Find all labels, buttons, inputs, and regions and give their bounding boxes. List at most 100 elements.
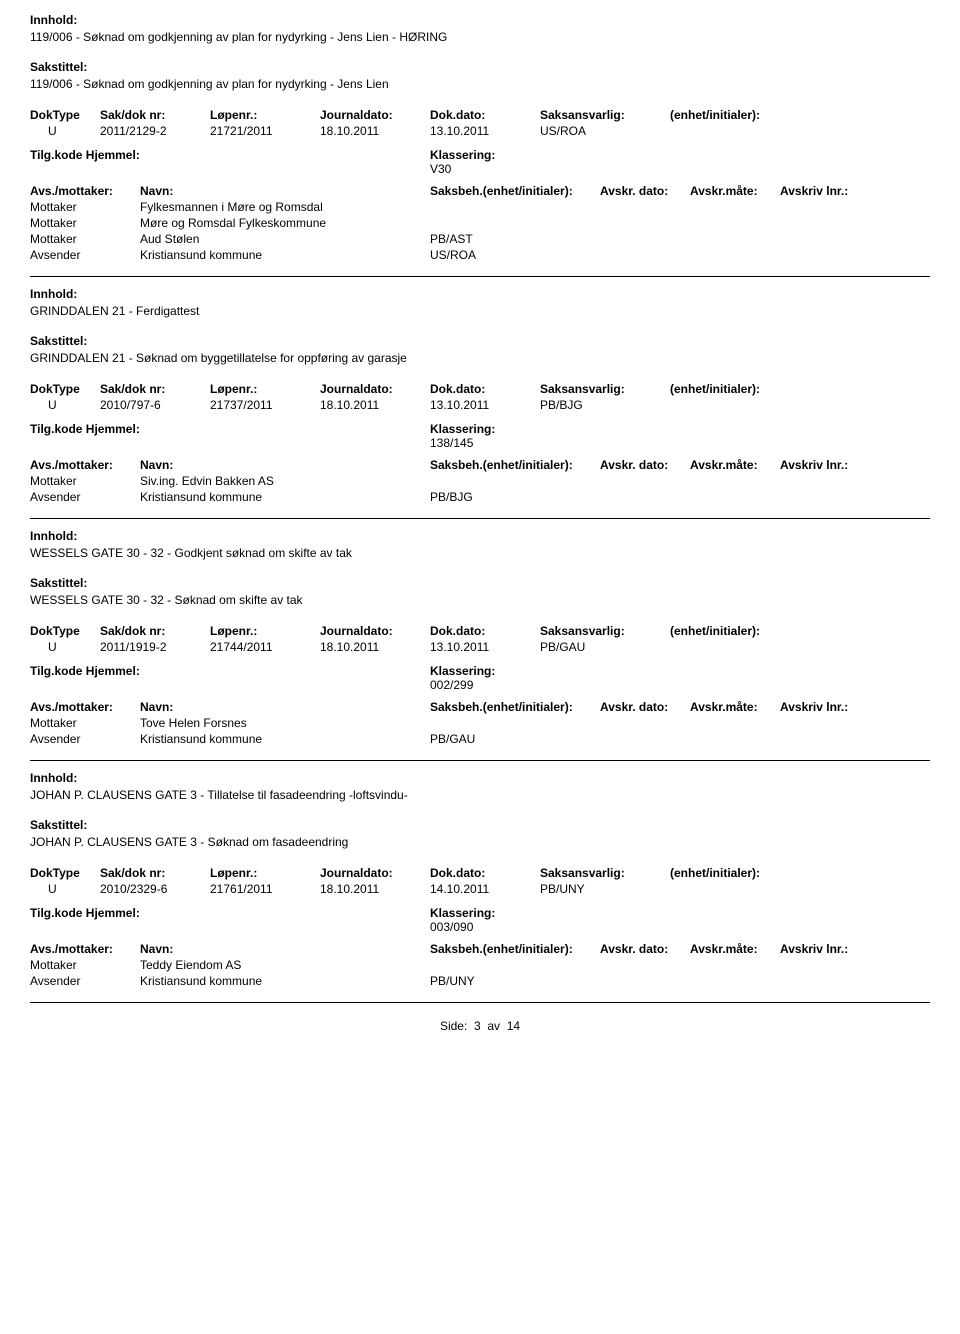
hjemmel-label: Hjemmel: <box>86 148 140 162</box>
innhold-label: Innhold: <box>30 529 930 543</box>
party-role: Mottaker <box>30 216 140 230</box>
col-sakdok-label: Sak/dok nr: <box>100 108 210 122</box>
innhold-label: Innhold: <box>30 13 930 27</box>
party-header: Avs./mottaker: Navn: Saksbeh.(enhet/init… <box>30 458 930 472</box>
columns-data: U 2011/2129-2 21721/2011 18.10.2011 13.1… <box>30 124 930 138</box>
avskrmate-label: Avskr.måte: <box>690 942 780 956</box>
sakdok-value: 2011/2129-2 <box>100 124 210 138</box>
saksbeh-label: Saksbeh.(enhet/initialer): <box>430 184 600 198</box>
journal-record: Innhold: JOHAN P. CLAUSENS GATE 3 - Till… <box>30 771 930 1003</box>
sakstittel-label: Sakstittel: <box>30 576 930 590</box>
saksansvarlig-value: PB/BJG <box>540 398 670 412</box>
saksbeh-label: Saksbeh.(enhet/initialer): <box>430 942 600 956</box>
dokdato-value: 14.10.2011 <box>430 882 540 896</box>
col-journaldato-label: Journaldato: <box>320 382 430 396</box>
hjemmel-label: Hjemmel: <box>86 664 140 678</box>
avsmottaker-label: Avs./mottaker: <box>30 700 140 714</box>
saksbeh-label: Saksbeh.(enhet/initialer): <box>430 700 600 714</box>
party-row: Mottaker Aud Stølen PB/AST <box>30 232 930 246</box>
party-code <box>430 200 600 214</box>
journal-record: Innhold: WESSELS GATE 30 - 32 - Godkjent… <box>30 529 930 761</box>
dokdato-value: 13.10.2011 <box>430 398 540 412</box>
avsmottaker-label: Avs./mottaker: <box>30 184 140 198</box>
innhold-text: GRINDDALEN 21 - Ferdigattest <box>30 304 930 318</box>
footer-av-label: av <box>487 1019 500 1033</box>
columns-header: DokType Sak/dok nr: Løpenr.: Journaldato… <box>30 866 930 880</box>
innhold-label: Innhold: <box>30 287 930 301</box>
col-lopenr-label: Løpenr.: <box>210 624 320 638</box>
columns-data: U 2011/1919-2 21744/2011 18.10.2011 13.1… <box>30 640 930 654</box>
dokdato-value: 13.10.2011 <box>430 640 540 654</box>
navn-label: Navn: <box>140 700 430 714</box>
col-journaldato-label: Journaldato: <box>320 866 430 880</box>
klassering-value: 138/145 <box>430 436 930 450</box>
avskrivlnr-label: Avskriv lnr.: <box>780 942 848 956</box>
col-doktype-label: DokType <box>30 108 100 122</box>
avskrivlnr-label: Avskriv lnr.: <box>780 700 848 714</box>
klassering-value: 003/090 <box>430 920 930 934</box>
lopenr-value: 21721/2011 <box>210 124 320 138</box>
journaldato-value: 18.10.2011 <box>320 124 430 138</box>
party-name: Fylkesmannen i Møre og Romsdal <box>140 200 430 214</box>
col-lopenr-label: Løpenr.: <box>210 108 320 122</box>
avskrmate-label: Avskr.måte: <box>690 184 780 198</box>
enhet-value <box>670 882 820 896</box>
party-role: Avsender <box>30 248 140 262</box>
avskrmate-label: Avskr.måte: <box>690 458 780 472</box>
klassering-label: Klassering: <box>430 664 930 678</box>
tilgkode-label: Tilg.kode <box>30 148 82 162</box>
innhold-text: 119/006 - Søknad om godkjenning av plan … <box>30 30 930 44</box>
doktype-value: U <box>30 124 100 138</box>
col-dokdato-label: Dok.dato: <box>430 624 540 638</box>
dokdato-value: 13.10.2011 <box>430 124 540 138</box>
journaldato-value: 18.10.2011 <box>320 398 430 412</box>
party-name: Kristiansund kommune <box>140 248 430 262</box>
avskrdato-label: Avskr. dato: <box>600 942 690 956</box>
lopenr-value: 21737/2011 <box>210 398 320 412</box>
col-doktype-label: DokType <box>30 866 100 880</box>
footer-side-label: Side: <box>440 1019 467 1033</box>
navn-label: Navn: <box>140 458 430 472</box>
enhet-value <box>670 124 820 138</box>
col-enhet-label: (enhet/initialer): <box>670 866 820 880</box>
doktype-value: U <box>30 882 100 896</box>
party-role: Mottaker <box>30 200 140 214</box>
party-name: Møre og Romsdal Fylkeskommune <box>140 216 430 230</box>
navn-label: Navn: <box>140 942 430 956</box>
col-lopenr-label: Løpenr.: <box>210 866 320 880</box>
sakstittel-text: WESSELS GATE 30 - 32 - Søknad om skifte … <box>30 593 930 607</box>
party-header: Avs./mottaker: Navn: Saksbeh.(enhet/init… <box>30 942 930 956</box>
col-sakdok-label: Sak/dok nr: <box>100 382 210 396</box>
columns-data: U 2010/2329-6 21761/2011 18.10.2011 14.1… <box>30 882 930 896</box>
navn-label: Navn: <box>140 184 430 198</box>
party-name: Tove Helen Forsnes <box>140 716 430 730</box>
col-lopenr-label: Løpenr.: <box>210 382 320 396</box>
party-code: PB/AST <box>430 232 600 246</box>
party-name: Kristiansund kommune <box>140 974 430 988</box>
sakstittel-text: JOHAN P. CLAUSENS GATE 3 - Søknad om fas… <box>30 835 930 849</box>
columns-header: DokType Sak/dok nr: Løpenr.: Journaldato… <box>30 624 930 638</box>
avsmottaker-label: Avs./mottaker: <box>30 458 140 472</box>
party-name: Aud Stølen <box>140 232 430 246</box>
sakstittel-text: GRINDDALEN 21 - Søknad om byggetillatels… <box>30 351 930 365</box>
innhold-text: JOHAN P. CLAUSENS GATE 3 - Tillatelse ti… <box>30 788 930 802</box>
party-role: Mottaker <box>30 716 140 730</box>
party-header: Avs./mottaker: Navn: Saksbeh.(enhet/init… <box>30 700 930 714</box>
party-code: US/ROA <box>430 248 600 262</box>
col-journaldato-label: Journaldato: <box>320 624 430 638</box>
col-doktype-label: DokType <box>30 382 100 396</box>
klassering-value: V30 <box>430 162 930 176</box>
party-name: Teddy Eiendom AS <box>140 958 430 972</box>
meta-row: Tilg.kode Hjemmel: Klassering: V30 <box>30 148 930 176</box>
party-row: Avsender Kristiansund kommune PB/UNY <box>30 974 930 988</box>
col-saksansvarlig-label: Saksansvarlig: <box>540 382 670 396</box>
col-saksansvarlig-label: Saksansvarlig: <box>540 866 670 880</box>
party-code <box>430 958 600 972</box>
party-row: Mottaker Møre og Romsdal Fylkeskommune <box>30 216 930 230</box>
meta-row: Tilg.kode Hjemmel: Klassering: 003/090 <box>30 906 930 934</box>
meta-row: Tilg.kode Hjemmel: Klassering: 138/145 <box>30 422 930 450</box>
avskrmate-label: Avskr.måte: <box>690 700 780 714</box>
party-row: Avsender Kristiansund kommune PB/BJG <box>30 490 930 504</box>
col-enhet-label: (enhet/initialer): <box>670 382 820 396</box>
col-doktype-label: DokType <box>30 624 100 638</box>
